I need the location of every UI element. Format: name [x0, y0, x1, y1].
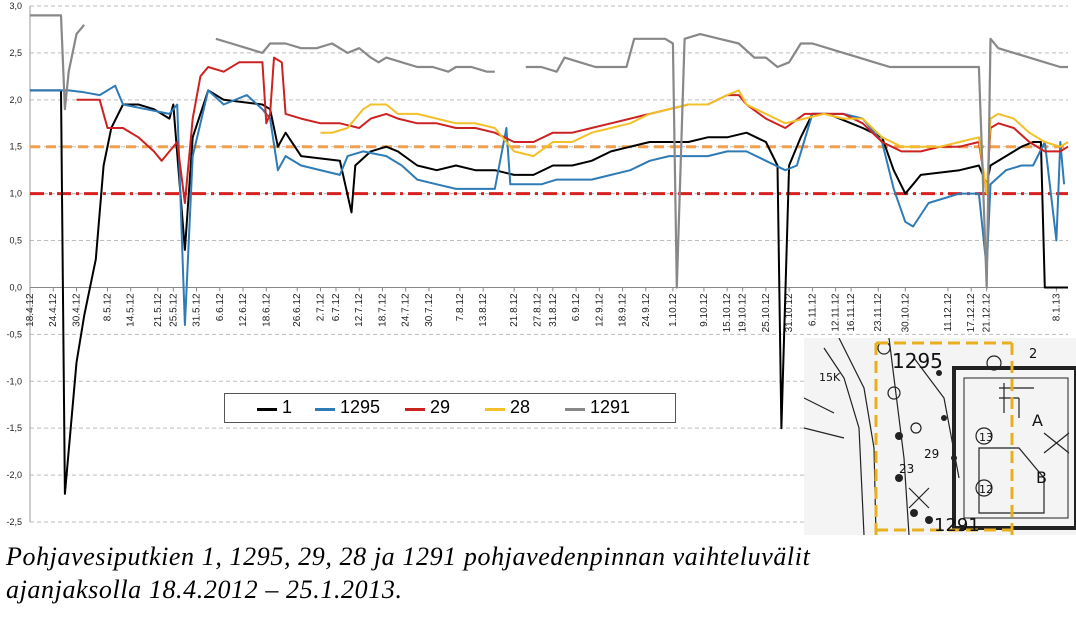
map-label-1295: 1295: [892, 349, 943, 373]
x-tick-label: 27.8.12: [532, 293, 543, 327]
legend-label-1295: 1295: [340, 397, 381, 417]
series-line-1291: [30, 14, 86, 111]
map-label-23: 23: [899, 462, 914, 476]
x-tick-label: 19.10.12: [738, 293, 749, 332]
y-tick-label: 3,0: [9, 1, 22, 11]
map-label-b: B: [1036, 468, 1047, 487]
y-tick-label: -0,5: [6, 329, 22, 339]
map-label-15k: 15K: [819, 371, 841, 384]
x-tick-label: 13.8.12: [478, 293, 489, 327]
legend-swatch-1: [257, 408, 277, 411]
y-tick-label: -2,0: [6, 470, 22, 480]
x-tick-label: 6.7.12: [331, 293, 342, 321]
series-line-1291: [525, 33, 1068, 289]
x-tick-label: 6.6.12: [215, 293, 226, 321]
line-chart: 3,0 2,5 2,0 1,5 1,0 0,5 0,0 -0,5 -1,0 -1,5 -2,0 -2,…: [6, 1, 1069, 527]
x-tick-label: 31.8.12: [548, 293, 559, 327]
caption-line-2: ajanjaksolla 18.4.2012 – 25.1.2013.: [6, 575, 403, 604]
x-tick-label: 18.6.12: [261, 293, 272, 327]
x-tick-label: 12.7.12: [354, 293, 365, 327]
series-line-28: [320, 89, 1069, 195]
legend-swatch-1291: [565, 408, 585, 411]
x-tick-label: 12.11.12: [831, 293, 842, 332]
x-tick-label: 7.8.12: [455, 293, 466, 321]
y-tick-label: 0,0: [9, 282, 22, 292]
y-axis-ticks: 3,0 2,5 2,0 1,5 1,0 0,5 0,0 -0,5 -1,0 -1,5 -2,0 -2,…: [6, 1, 22, 527]
caption-line-1: Pohjavesiputkien 1, 1295, 29, 28 ja 1291…: [6, 542, 811, 571]
map-label-29: 29: [924, 447, 939, 461]
x-axis-ticks: 18.4.12 24.4.12 30.4.12 8.5.12 14.5.12 21.5.1…: [25, 286, 1068, 332]
x-tick-label: 26.6.12: [292, 293, 303, 327]
map-inset: 15K 1295 13 12 A B 23 29 1291 2: [804, 338, 1076, 535]
series-line-29: [76, 56, 1069, 204]
map-label-12: 12: [979, 483, 993, 496]
x-tick-label: 6.11.12: [807, 293, 818, 326]
x-tick-label: 12.6.12: [238, 293, 249, 327]
figure-caption: Pohjavesiputkien 1, 1295, 29, 28 ja 1291…: [6, 540, 1066, 606]
x-tick-label: 8.1.13: [1051, 293, 1062, 321]
legend-label-1: 1: [282, 397, 293, 417]
legend-label-1291: 1291: [590, 397, 631, 417]
x-tick-label: 16.11.12: [846, 293, 857, 332]
x-tick-label: 25.10.12: [761, 293, 772, 332]
series-line-1291: [215, 37, 495, 73]
x-tick-label: 30.4.12: [71, 293, 82, 327]
y-tick-label: 2,0: [9, 95, 22, 105]
series-line-1295: [30, 84, 1066, 326]
y-tick-label: -2,5: [6, 517, 22, 527]
x-tick-label: 30.10.12: [900, 293, 911, 332]
y-tick-label: -1,0: [6, 376, 22, 386]
x-tick-label: 18.7.12: [377, 293, 388, 327]
x-tick-label: 30.7.12: [424, 293, 435, 327]
x-tick-label: 21.12.12: [982, 293, 993, 332]
x-tick-label: 11.12.12: [943, 293, 954, 332]
x-tick-label: 18.9.12: [618, 293, 629, 327]
map-label-2: 2: [1029, 347, 1037, 362]
x-tick-label: 14.5.12: [126, 293, 137, 327]
legend-swatch-28: [485, 408, 505, 411]
map-label-13: 13: [979, 431, 993, 444]
x-tick-label: 6.9.12: [571, 293, 582, 321]
y-tick-label: 1,0: [9, 189, 22, 199]
x-tick-label: 9.10.12: [699, 293, 710, 327]
legend-label-28: 28: [510, 397, 531, 417]
x-tick-label: 24.9.12: [641, 293, 652, 327]
x-tick-label: 1.10.12: [668, 293, 679, 327]
map-label-1291: 1291: [934, 515, 980, 535]
y-tick-label: 1,5: [9, 142, 22, 152]
x-tick-label: 23.11.12: [873, 293, 884, 332]
x-tick-label: 24.4.12: [48, 293, 59, 327]
legend-swatch-1295: [315, 408, 335, 411]
legend-label-29: 29: [430, 397, 451, 417]
x-tick-label: 25.5.12: [168, 293, 179, 327]
x-tick-label: 18.4.12: [25, 293, 36, 327]
x-tick-label: 12.9.12: [594, 293, 605, 327]
x-tick-label: 31.5.12: [192, 293, 203, 327]
x-tick-label: 21.5.12: [153, 293, 164, 327]
y-tick-label: -1,5: [6, 423, 22, 433]
x-tick-label: 15.10.12: [722, 293, 733, 332]
site-map-drawing: 15K 1295 13 12 A B 23 29 1291 2: [804, 338, 1076, 535]
y-tick-label: 0,5: [9, 236, 22, 246]
x-tick-label: 17.12.12: [966, 293, 977, 332]
x-tick-label: 2.7.12: [315, 293, 326, 321]
x-tick-label: 24.7.12: [401, 293, 412, 327]
x-tick-label: 21.8.12: [509, 293, 520, 327]
x-tick-label: 31.10.12: [784, 293, 795, 332]
chart-legend: 1 1295 29 28 1291: [224, 393, 676, 423]
legend-swatch-29: [405, 408, 425, 411]
map-label-a: A: [1032, 411, 1043, 430]
chart-area: 3,0 2,5 2,0 1,5 1,0 0,5 0,0 -0,5 -1,0 -1,5 -2,0 -2,…: [6, 1, 1076, 535]
series-line-1: [30, 89, 1068, 495]
x-tick-label: 8.5.12: [102, 293, 113, 321]
y-tick-label: 2,5: [9, 48, 22, 58]
data-series: [30, 14, 1069, 495]
